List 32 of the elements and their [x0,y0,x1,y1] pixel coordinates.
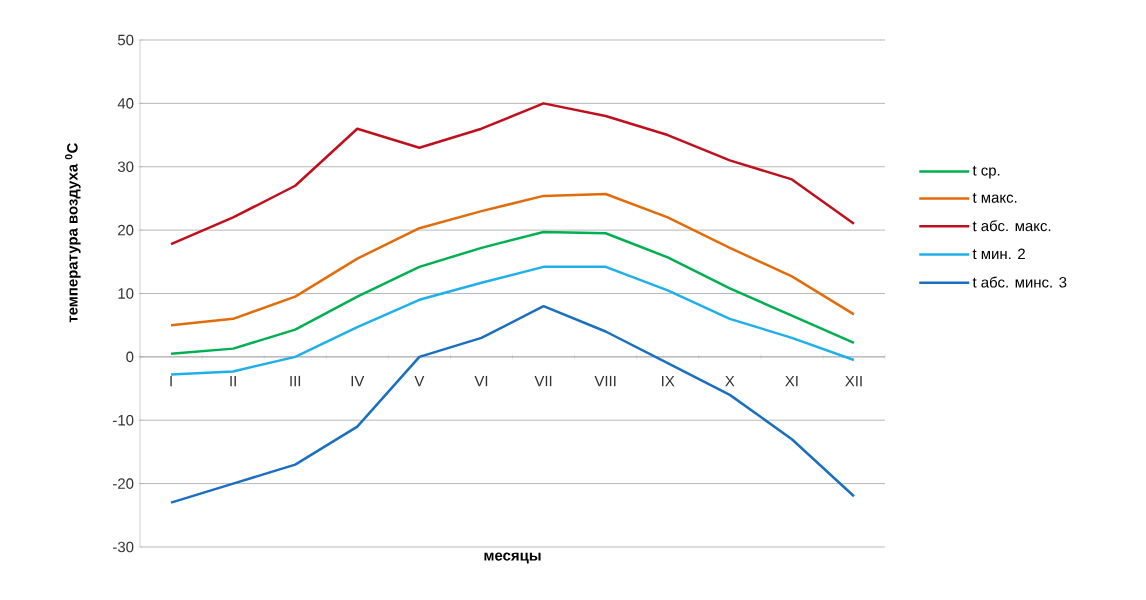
y-tick-label: -30 [113,541,134,553]
x-tick-label: IV [351,375,365,387]
y-axis-title: температура воздуха $^{0}$C [65,143,81,323]
y-tick-label: 40 [117,98,134,109]
y-tick-label: 30 [117,161,134,173]
line-series [169,230,856,355]
x-tick-label: IX [662,375,675,387]
legend-label: t макс. [972,193,1017,203]
x-tick-label: XII [845,375,862,387]
x-tick-label: XI [785,375,798,387]
x-tick-label: II [230,375,236,387]
x-tick-label: V [414,375,425,387]
line-series [169,265,856,376]
x-tick-label: VIII [594,375,616,387]
x-tick-label: I [170,375,172,387]
line-series [169,192,856,327]
x-tick-label: X [725,375,735,387]
y-tick-label: -20 [113,478,134,489]
legend-label: t ср. [972,165,1000,179]
y-tick-label: -10 [113,414,134,426]
y-tick-label: 20 [118,224,134,236]
x-axis-title: месяцы [484,552,541,564]
line-series [169,102,856,246]
x-tick-label: VI [474,375,488,387]
x-tick-label: VII [534,375,552,387]
x-tick-label: III [290,375,301,387]
y-tick-label: 50 [117,34,134,46]
legend-label: t мин. 2 [972,248,1025,260]
y-tick-label: 10 [118,288,134,299]
legend-label: t абс. минс. 3 [972,276,1067,288]
y-tick-label: 0 [126,351,134,363]
legend-label: t абс. макс. [972,220,1051,232]
